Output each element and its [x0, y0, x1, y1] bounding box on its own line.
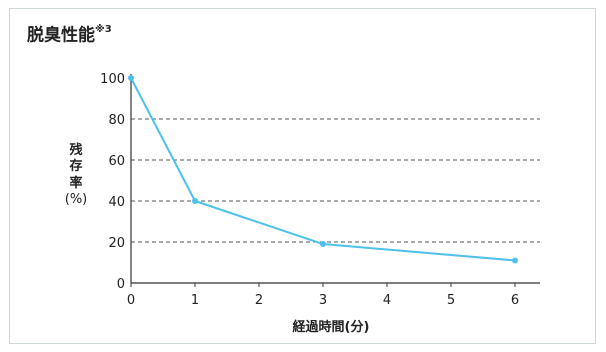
x-tick-label: 5	[447, 293, 455, 308]
y-axis-label-unit: (%)	[64, 191, 88, 207]
chart-title: 脱臭性能※3	[27, 24, 112, 46]
x-tick-label: 4	[383, 293, 391, 308]
data-point	[128, 75, 134, 81]
y-axis-label-char: 残	[69, 143, 83, 158]
y-tick-label: 0	[117, 277, 125, 292]
chart-title-note: ※3	[95, 24, 112, 35]
y-tick-label: 100	[100, 72, 125, 87]
y-tick-label: 40	[108, 195, 125, 210]
x-tick-label: 3	[319, 293, 327, 308]
data-point	[192, 198, 198, 204]
y-axis-label-char: 存	[69, 159, 83, 175]
series-line	[130, 77, 516, 262]
x-tick-label: 6	[511, 293, 519, 308]
x-tick-label: 0	[127, 293, 135, 308]
x-tick-label: 2	[255, 293, 263, 308]
chart-card	[9, 8, 596, 344]
data-point	[512, 257, 518, 264]
y-axis-label: 残 存 率 (%)	[56, 143, 96, 208]
x-axis-label: 経過時間(分)	[292, 320, 370, 335]
y-axis-label-char: 率	[69, 175, 83, 191]
y-tick-label: 80	[108, 113, 125, 128]
y-tick-label: 60	[108, 154, 125, 169]
chart-title-text: 脱臭性能	[27, 25, 95, 46]
y-tick-label: 20	[108, 236, 125, 251]
data-point	[320, 241, 326, 248]
x-tick-label: 1	[191, 293, 199, 308]
